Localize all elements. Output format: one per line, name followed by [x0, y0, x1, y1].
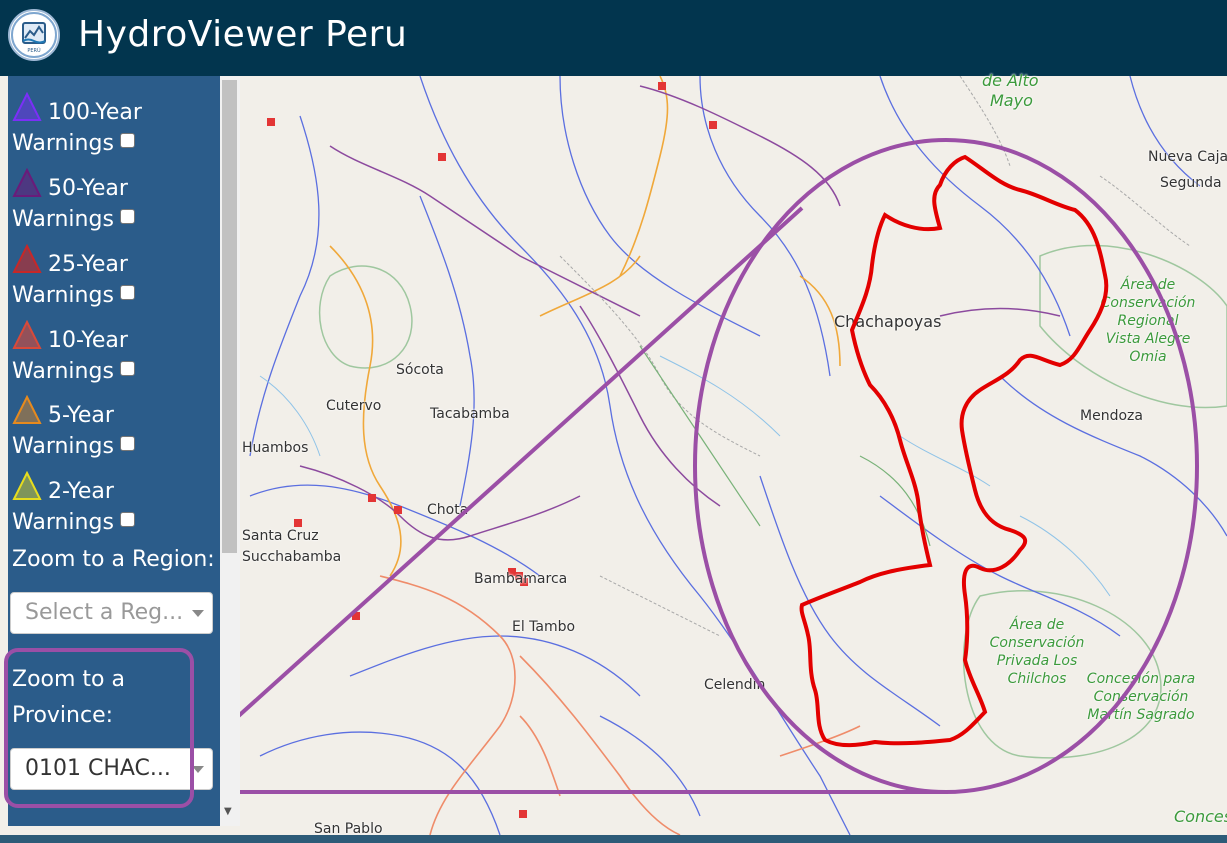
map-label: Celendín [704, 677, 766, 693]
map-label: Succhabamba [242, 549, 342, 565]
warning-row-25yr-label: Warnings [12, 282, 135, 310]
warning-row-2yr-label: Warnings [12, 509, 135, 537]
warning-row-2yr: 2-Year [12, 471, 114, 506]
warning-label: Warnings [12, 434, 114, 459]
warning-period-label: 50-Year [48, 176, 128, 201]
warning-label: Warnings [12, 359, 114, 384]
province-label-line2: Province: [12, 703, 114, 728]
warning-50yr-checkbox[interactable] [119, 209, 135, 224]
map-label: Conces [1174, 807, 1227, 826]
province-select-value: 0101 CHAC... [25, 756, 171, 781]
map-label: Área de Conservación Privada Los Chilcho… [989, 617, 1085, 687]
sidebar-scrollbar-thumb[interactable] [222, 80, 237, 553]
warning-row-5yr: 5-Year [12, 395, 114, 430]
warning-label: Warnings [12, 207, 114, 232]
warning-period-label: 10-Year [48, 328, 128, 353]
warning-row-10yr-label: Warnings [12, 358, 135, 386]
warning-label: Warnings [12, 283, 114, 308]
warning-2yr-checkbox[interactable] [119, 512, 135, 527]
warning-row-100yr-label: Warnings [12, 130, 135, 158]
map-label: Nueva Caja [1148, 149, 1227, 165]
warning-period-label: 2-Year [48, 479, 114, 504]
sidebar-panel: 100-Year Warnings 50-Year Warnings 25-Ye… [8, 76, 220, 826]
map-label: Chachapoyas [834, 312, 942, 331]
region-select[interactable]: Select a Reg... [10, 592, 213, 634]
map-label: El Tambo [512, 619, 576, 635]
map-label: Cutervo [326, 398, 382, 414]
warning-row-10yr: 10-Year [12, 320, 128, 355]
map-label: Huambos [242, 440, 309, 456]
province-select[interactable]: 0101 CHAC... [10, 748, 213, 790]
map-label: San Pablo [314, 821, 383, 837]
bottom-bar [0, 835, 1227, 843]
scroll-down-arrow-icon[interactable]: ▼ [224, 806, 232, 817]
chevron-down-icon [192, 610, 204, 617]
triangle-warning-icon [12, 471, 42, 500]
triangle-warning-icon [12, 92, 42, 121]
warning-period-label: 25-Year [48, 252, 128, 277]
map-label: Mendoza [1080, 408, 1143, 424]
region-select-placeholder: Select a Reg... [25, 600, 184, 625]
app-header: PERÚ HydroViewer Peru [0, 0, 1227, 76]
triangle-warning-icon [12, 244, 42, 273]
triangle-warning-icon [12, 168, 42, 197]
warning-row-25yr: 25-Year [12, 244, 128, 279]
warning-row-50yr: 50-Year [12, 168, 128, 203]
warning-row-5yr-label: Warnings [12, 433, 135, 461]
warning-100yr-checkbox[interactable] [119, 133, 135, 148]
warning-period-label: 100-Year [48, 100, 142, 125]
map-label: Mayo [990, 91, 1033, 110]
triangle-warning-icon [12, 320, 42, 349]
map-label: Tacabamba [430, 406, 510, 422]
map-label: Concesión para Conservación Martín Sagra… [1086, 671, 1196, 723]
map-label: Sócota [396, 362, 444, 378]
province-label-line1: Zoom to a [12, 667, 125, 692]
warning-10yr-checkbox[interactable] [119, 361, 135, 376]
map-label: Santa Cruz [242, 528, 319, 544]
map-label: de Alto [982, 71, 1039, 90]
svg-text:PERÚ: PERÚ [27, 47, 41, 54]
warning-label: Warnings [12, 131, 114, 156]
warning-5yr-checkbox[interactable] [119, 436, 135, 451]
app-title: HydroViewer Peru [78, 14, 408, 55]
map-label: Bambamarca [474, 571, 568, 587]
map-label: Área de Conservación Regional Vista Aleg… [1100, 277, 1196, 365]
warning-row-50yr-label: Warnings [12, 206, 135, 234]
warning-row-100yr: 100-Year [12, 92, 142, 127]
map-label: Segunda [1160, 175, 1222, 191]
warning-period-label: 5-Year [48, 403, 114, 428]
chevron-down-icon [192, 766, 204, 773]
warning-25yr-checkbox[interactable] [119, 285, 135, 300]
hydroviewer-logo: PERÚ [8, 9, 60, 61]
map-label: Chota [427, 502, 469, 518]
region-label: Zoom to a Region: [12, 547, 215, 572]
triangle-warning-icon [12, 395, 42, 424]
warning-label: Warnings [12, 510, 114, 535]
